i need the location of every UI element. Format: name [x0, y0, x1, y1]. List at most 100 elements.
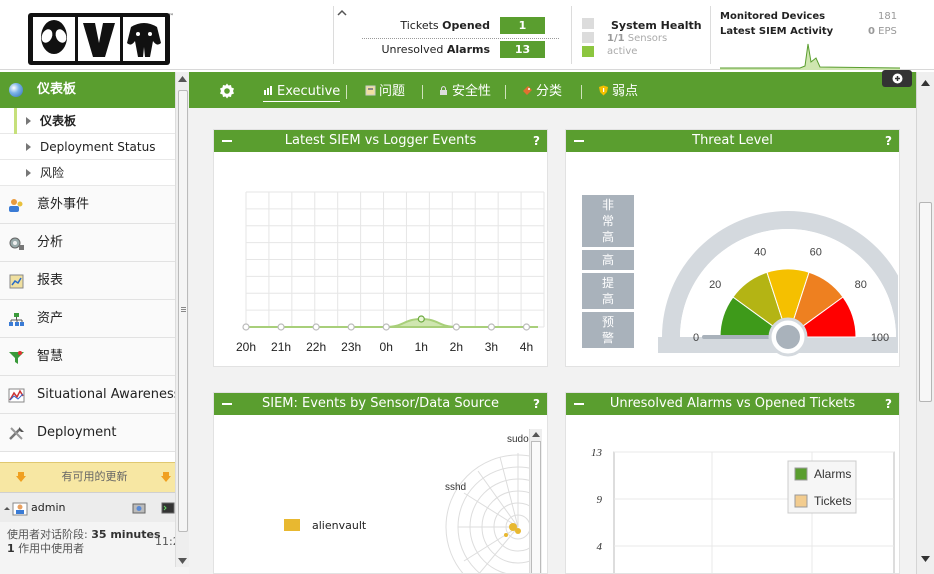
portlet-title-bar: Unresolved Alarms vs Opened Tickets ? [566, 393, 899, 415]
scroll-up-icon[interactable] [178, 76, 187, 82]
triangle-right-icon [26, 143, 31, 151]
add-widget-button[interactable] [882, 70, 912, 87]
y-tick-label: 13 [591, 447, 603, 459]
sidebar-item-intelligence[interactable]: 智慧 [0, 338, 175, 376]
ossim-logo[interactable] [28, 13, 170, 65]
network-icon[interactable] [132, 502, 146, 514]
analysis-icon [9, 237, 24, 250]
session-duration: 35 minutes [91, 528, 161, 541]
sidebar-item-analysis[interactable]: 分析 [0, 224, 175, 262]
scroll-up-icon[interactable] [921, 80, 930, 86]
data-point [312, 323, 320, 331]
sidebar-subitem-risk[interactable]: 风险 [0, 160, 175, 186]
threat-level-char: 预 [601, 315, 614, 329]
health-square-icon [582, 32, 594, 43]
portlet-scrollbar[interactable] [529, 429, 542, 573]
gauge-hub-center [776, 325, 800, 349]
page-scrollbar[interactable] [916, 72, 934, 574]
portlet-scroll-thumb[interactable] [531, 441, 541, 573]
tickets-opened-label: Tickets Opened [400, 19, 490, 32]
threat-level-cell: 提高 [582, 273, 634, 309]
tickets-opened-count[interactable]: 1 [500, 17, 545, 34]
health-square-icon [582, 18, 594, 29]
minimize-icon[interactable] [222, 403, 232, 405]
page-scroll-thumb[interactable] [919, 202, 932, 402]
scroll-down-icon[interactable] [921, 556, 930, 562]
minimize-icon[interactable] [574, 140, 584, 142]
tab-label: Executive [277, 84, 341, 99]
threat-level-gauge: 0 20 40 60 80 100 [658, 211, 898, 357]
sidebar-subitem-dashboard[interactable]: 仪表板 [0, 108, 175, 134]
username[interactable]: admin [31, 501, 66, 514]
tab-tickets[interactable]: 问题 [365, 72, 405, 108]
sidebar-item-incidents[interactable]: 意外事件 [0, 186, 175, 224]
help-icon[interactable]: ? [885, 134, 892, 148]
sidebar-item-situational-awareness[interactable]: Situational Awareness [0, 376, 175, 414]
help-icon[interactable]: ? [885, 397, 892, 411]
gauge-tick-label: 100 [871, 332, 889, 344]
gauge-tick-label: 0 [693, 332, 699, 344]
data-point [452, 323, 460, 331]
triangle-right-icon [26, 169, 31, 177]
x-tick-label: 22h [306, 340, 326, 354]
active-users-label: 作用中使用者 [14, 542, 85, 555]
update-available-bar[interactable]: 有可用的更新 [0, 462, 189, 492]
tab-executive[interactable]: Executive [263, 72, 341, 108]
unresolved-alarms-count[interactable]: 13 [500, 41, 545, 58]
gauge-tick-label: 20 [709, 279, 721, 291]
gauge-tick-label: 60 [810, 246, 822, 258]
sshd-label: sshd [445, 482, 466, 493]
threat-level-char: 警 [601, 331, 614, 345]
session-info: 使用者对话阶段: 35 minutes 1 作用中使用者 [0, 522, 189, 574]
y-tick-label: 4 [597, 541, 603, 553]
eps-readout: 0 EPS [868, 26, 897, 37]
scroll-up-icon[interactable] [532, 432, 540, 437]
system-health-title[interactable]: System Health [611, 19, 702, 32]
threat-level-char: 高 [601, 292, 614, 306]
header-divider [710, 6, 711, 64]
portlet-title: SIEM: Events by Sensor/Data Source [261, 396, 499, 411]
legend-swatch [794, 467, 808, 481]
sidebar-item-deployment[interactable]: Deployment [0, 414, 175, 452]
minimize-icon[interactable] [222, 140, 232, 142]
tab-taxonomy[interactable]: 分类 [522, 72, 562, 108]
help-icon[interactable]: ? [533, 134, 540, 148]
nav-label: 报表 [37, 273, 64, 288]
tab-label: 弱点 [612, 84, 639, 99]
nav-label: Deployment [37, 425, 117, 440]
threat-level-char: 提 [601, 276, 614, 290]
tab-vulnerabilities[interactable]: 弱点 [598, 72, 638, 108]
sidebar-header-dashboard[interactable]: 仪表板 [0, 72, 175, 108]
alienvault-legend-label: alienvault [312, 519, 367, 532]
scroll-down-icon[interactable] [178, 558, 187, 564]
minimize-icon[interactable] [574, 403, 584, 405]
v-letter-icon [78, 17, 120, 61]
nav-label: Situational Awareness [37, 387, 175, 402]
x-tick-label: 1h [415, 340, 428, 354]
sidebar-scrollbar[interactable] [175, 72, 189, 567]
x-tick-label: 23h [341, 340, 361, 354]
deployment-icon [9, 427, 24, 440]
portlet-threat-level: Threat Level ? 非常高高提高预警 0 20 40 60 80 100 [565, 129, 900, 367]
dashboard-main: Executive 问题 安全性 分类 弱点 [189, 70, 916, 574]
monitored-devices-label[interactable]: Monitored Devices [720, 11, 826, 22]
user-avatar-icon[interactable] [3, 502, 29, 516]
tab-security[interactable]: 安全性 [438, 72, 491, 108]
tab-divider [505, 85, 506, 99]
legend-label: Alarms [814, 467, 851, 481]
sidebar-item-reports[interactable]: 报表 [0, 262, 175, 300]
sidebar-scroll-thumb[interactable] [178, 90, 188, 532]
console-icon[interactable] [161, 502, 175, 514]
sidebar-item-assets[interactable]: 资产 [0, 300, 175, 338]
dotted-separator [362, 38, 559, 39]
gear-icon[interactable] [219, 83, 235, 99]
portlet-title: Latest SIEM vs Logger Events [284, 133, 477, 148]
system-status: active [607, 46, 638, 57]
threat-level-char: 常 [601, 214, 614, 228]
subitem-label: Deployment Status [40, 140, 156, 154]
collapse-header-icon[interactable] [337, 8, 347, 18]
siem-activity-label[interactable]: Latest SIEM Activity [720, 26, 834, 37]
y-tick-label: 9 [597, 494, 603, 506]
sidebar-subitem-deployment-status[interactable]: Deployment Status [0, 134, 175, 160]
help-icon[interactable]: ? [533, 397, 540, 411]
